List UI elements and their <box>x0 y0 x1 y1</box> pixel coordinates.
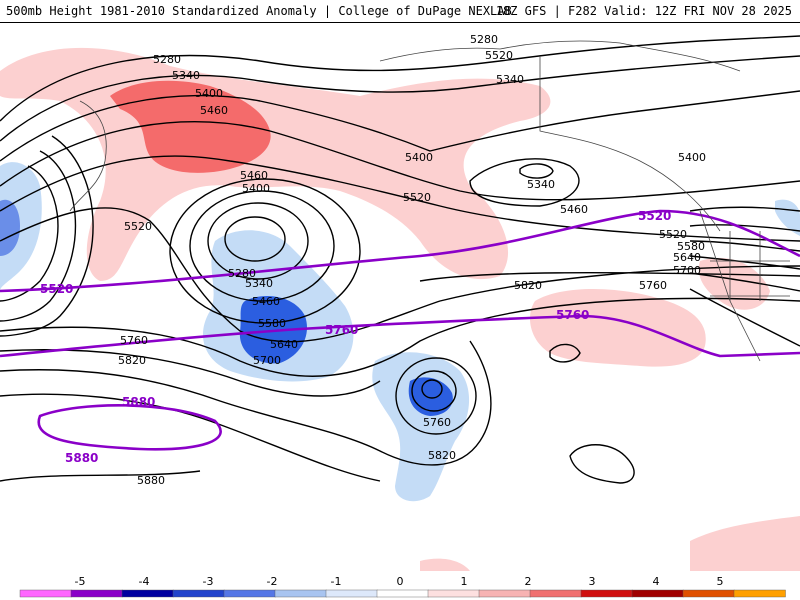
colorbar-tick-label: 5 <box>717 575 724 588</box>
colorbar-swatch <box>19 589 72 598</box>
model-run-info: 18Z GFS | F282 Valid: 12Z FRI NOV 28 202… <box>495 4 792 18</box>
contour-label: 5760 <box>120 334 148 347</box>
highlighted-label: 5520 <box>40 282 73 296</box>
height-contours <box>0 35 800 484</box>
contour-label: 5820 <box>118 354 146 367</box>
colorbar-tick-label: 2 <box>525 575 532 588</box>
highlighted-contour-labels: 5520 5760 5880 5880 5520 5760 <box>40 209 671 465</box>
colorbar-tick-label: 1 <box>461 575 468 588</box>
contour-label: 5340 <box>245 277 273 290</box>
colorbar-swatch <box>478 589 531 598</box>
contour-label: 5340 <box>527 178 555 191</box>
contour-label: 5400 <box>242 182 270 195</box>
highlighted-label: 5760 <box>325 323 358 337</box>
contour-label: 5460 <box>560 203 588 216</box>
colorbar-swatch <box>172 589 225 598</box>
contour-label: 5340 <box>496 73 524 86</box>
colorbar-tick-label: -1 <box>331 575 342 588</box>
contour-label: 5400 <box>405 151 433 164</box>
colorbar-canvas: -5 -4 -3 -2 -1 0 1 2 3 4 5 <box>19 575 786 598</box>
colorbar-swatch <box>70 589 123 598</box>
weather-map: 5280 5340 5400 5460 5520 5280 5340 5460 … <box>0 22 800 572</box>
contour-label: 5520 <box>659 228 687 241</box>
contour-label: 5340 <box>172 69 200 82</box>
contour-label: 5520 <box>124 220 152 233</box>
colorbar-tick-label: 4 <box>653 575 660 588</box>
colorbar-swatch <box>733 589 786 598</box>
colorbar-swatch <box>682 589 735 598</box>
colorbar-swatch <box>529 589 582 598</box>
colorbar-tick-label: -4 <box>139 575 150 588</box>
contour-label: 5820 <box>514 279 542 292</box>
contour-label: 5820 <box>428 449 456 462</box>
colorbar-tick-label: -2 <box>267 575 278 588</box>
contour-label: 5400 <box>678 151 706 164</box>
contour-label: 5640 <box>270 338 298 351</box>
contour-label: 5700 <box>253 354 281 367</box>
contour-label: 5460 <box>200 104 228 117</box>
contour-label: 5460 <box>252 295 280 308</box>
colorbar-swatch <box>325 589 378 598</box>
contour-label: 5280 <box>470 33 498 46</box>
highlighted-contours <box>0 209 800 451</box>
colorbar-swatch <box>631 589 684 598</box>
contour-label: 5520 <box>403 191 431 204</box>
contour-label: 5580 <box>258 317 286 330</box>
contour-label: 5280 <box>228 267 256 280</box>
colorbar-swatch <box>223 589 276 598</box>
contour-labels: 5280 5340 5400 5460 5520 5280 5340 5460 … <box>118 33 706 487</box>
coastlines <box>69 40 790 362</box>
colorbar-tick-label: -5 <box>75 575 86 588</box>
contour-label: 5460 <box>240 169 268 182</box>
highlighted-label: 5760 <box>556 308 589 322</box>
map-header: 500mb Height 1981-2010 Standardized Anom… <box>0 0 800 22</box>
map-title: 500mb Height 1981-2010 Standardized Anom… <box>6 4 512 18</box>
highlighted-label: 5880 <box>122 395 155 409</box>
contour-label: 5760 <box>639 279 667 292</box>
colorbar-swatches <box>19 589 786 598</box>
contour-label: 5640 <box>673 251 701 264</box>
map-canvas: 5280 5340 5400 5460 5520 5280 5340 5460 … <box>0 33 800 571</box>
contour-label: 5400 <box>195 87 223 100</box>
colorbar-swatch <box>427 589 480 598</box>
contour-label: 5700 <box>673 264 701 277</box>
colorbar-tick-label: 3 <box>589 575 596 588</box>
highlighted-label: 5520 <box>638 209 671 223</box>
colorbar-swatch <box>274 589 327 598</box>
colorbar-tick-label: -3 <box>203 575 214 588</box>
contour-label: 5580 <box>677 240 705 253</box>
contour-label: 5520 <box>485 49 513 62</box>
colorbar-swatch <box>376 589 429 598</box>
highlighted-label: 5880 <box>65 451 98 465</box>
contour-label: 5280 <box>153 53 181 66</box>
contour-label: 5880 <box>137 474 165 487</box>
colorbar-tick-label: 0 <box>397 575 404 588</box>
colorbar-swatch <box>121 589 174 598</box>
anomaly-colorbar: -5 -4 -3 -2 -1 0 1 2 3 4 5 <box>0 571 800 600</box>
colorbar-ticks: -5 -4 -3 -2 -1 0 1 2 3 4 5 <box>75 575 724 588</box>
contour-label: 5760 <box>423 416 451 429</box>
colorbar-swatch <box>580 589 633 598</box>
